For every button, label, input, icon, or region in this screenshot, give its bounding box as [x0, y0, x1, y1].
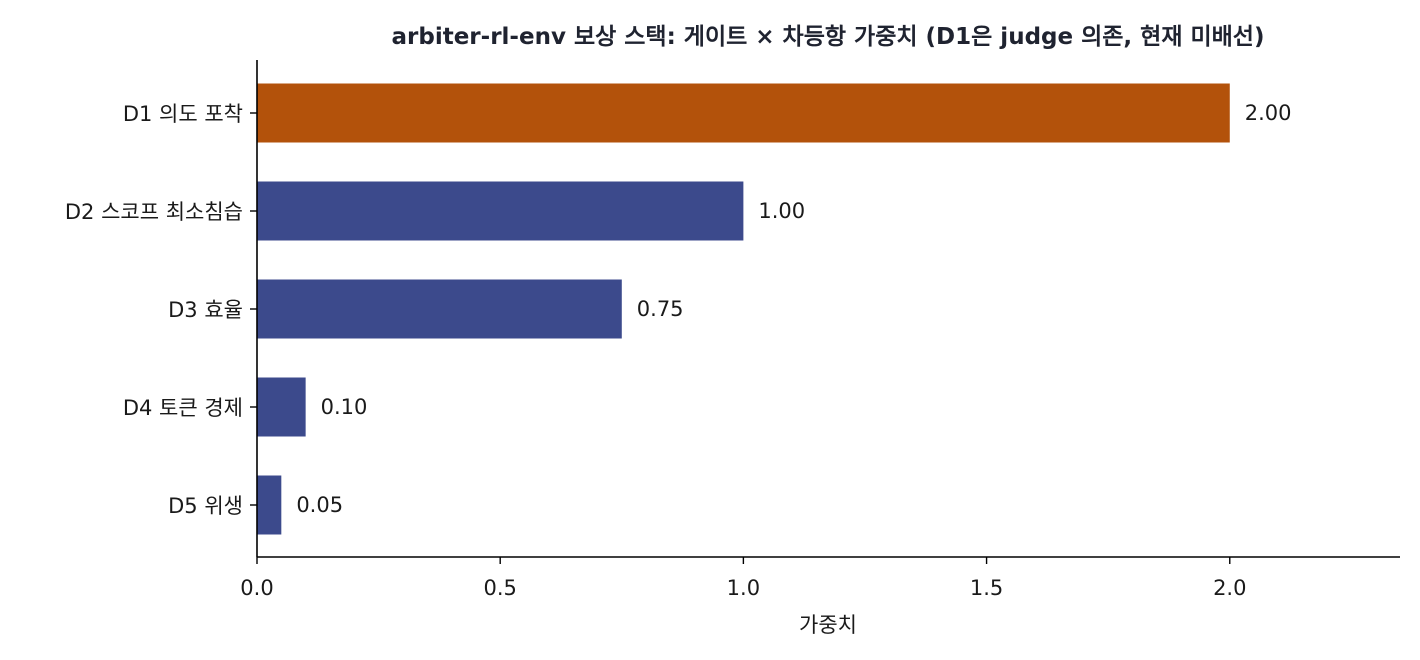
chart-title: arbiter-rl-env 보상 스택: 게이트 × 차등항 가중치 (D1은… — [392, 24, 1265, 50]
value-label-5: 0.05 — [296, 493, 343, 517]
x-axis-title: 가중치 — [799, 613, 857, 637]
category-label-2: D2 스코프 최소침습 — [65, 200, 243, 224]
value-label-1: 2.00 — [1245, 101, 1292, 125]
value-label-3: 0.75 — [637, 297, 684, 321]
category-label-1: D1 의도 포착 — [123, 102, 243, 126]
category-label-5: D5 위생 — [168, 494, 243, 518]
x-tick-label-3: 1.0 — [727, 576, 760, 600]
x-tick-label-1: 0.0 — [240, 576, 273, 600]
value-label-4: 0.10 — [321, 395, 368, 419]
x-axis-ticks: 0.0 0.5 1.0 1.5 2.0 — [240, 557, 1246, 600]
x-tick-label-4: 1.5 — [970, 576, 1003, 600]
value-labels: 2.00 1.00 0.75 0.10 0.05 — [296, 101, 1291, 517]
bar-1 — [257, 83, 1230, 143]
category-labels: D1 의도 포착 D2 스코프 최소침습 D3 효율 D4 토큰 경제 D5 위생 — [65, 102, 257, 518]
bar-3 — [257, 279, 622, 339]
category-label-4: D4 토큰 경제 — [123, 396, 243, 420]
x-tick-label-2: 0.5 — [483, 576, 516, 600]
bar-2 — [257, 181, 744, 241]
category-label-3: D3 효율 — [168, 298, 243, 322]
bar-4 — [257, 377, 306, 437]
value-label-2: 1.00 — [758, 199, 805, 223]
bar-5 — [257, 475, 282, 535]
bars-group — [257, 83, 1230, 535]
x-tick-label-5: 2.0 — [1213, 576, 1246, 600]
